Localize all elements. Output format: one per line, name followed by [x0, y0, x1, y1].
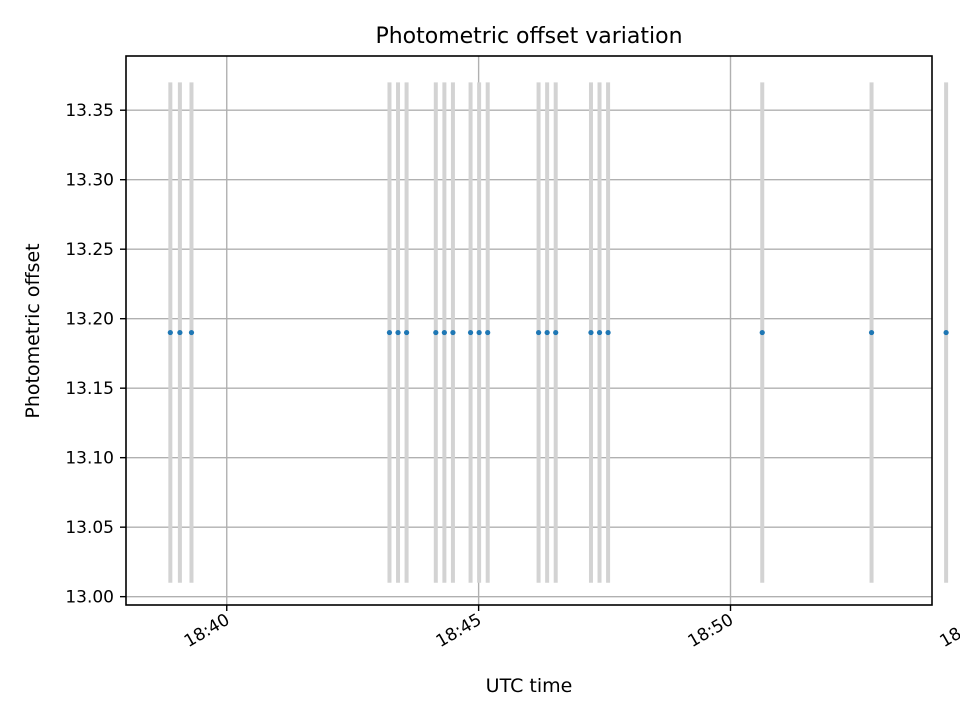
grid-layer [126, 56, 932, 605]
y-tick-label: 13.00 [65, 588, 114, 608]
data-point-layer [167, 329, 949, 336]
tick-layer: 13.00 13.05 13.10 13.15 13.20 13.25 13.30 13.35… [65, 101, 960, 652]
data-point [553, 329, 559, 336]
y-tick-label: 13.10 [65, 449, 114, 469]
data-point [605, 329, 611, 336]
x-tick-label: 18:40 [181, 610, 233, 652]
x-tick-label: 18:50 [685, 610, 737, 652]
x-axis-label: UTC time [486, 675, 573, 697]
plot-frame [125, 55, 933, 606]
y-tick-label: 13.05 [65, 518, 114, 538]
data-point [467, 329, 474, 336]
y-tick-label: 13.30 [65, 171, 114, 191]
data-point [943, 329, 949, 336]
data-point [588, 329, 594, 336]
data-point [433, 329, 439, 336]
data-point [441, 329, 447, 336]
data-point [403, 329, 410, 336]
y-tick-label: 13.20 [65, 310, 114, 330]
y-tick-label: 13.25 [65, 240, 114, 260]
chart-title: Photometric offset variation [375, 24, 682, 49]
data-point [544, 329, 550, 336]
data-point [476, 329, 482, 336]
data-point [868, 329, 875, 336]
data-point [485, 329, 491, 336]
x-tick-label: 18:55 [936, 610, 960, 652]
data-point [759, 329, 765, 336]
data-point [450, 329, 456, 336]
y-axis-label: Photometric offset [22, 243, 44, 418]
data-point [188, 329, 195, 336]
data-point [167, 329, 173, 336]
x-tick-label: 18:45 [433, 610, 485, 652]
data-point [395, 329, 401, 336]
data-point [535, 329, 542, 336]
data-point [177, 329, 183, 336]
y-tick-label: 13.15 [65, 379, 114, 399]
y-tick-label: 13.35 [65, 101, 114, 121]
data-point [386, 329, 393, 336]
data-point [596, 329, 603, 336]
